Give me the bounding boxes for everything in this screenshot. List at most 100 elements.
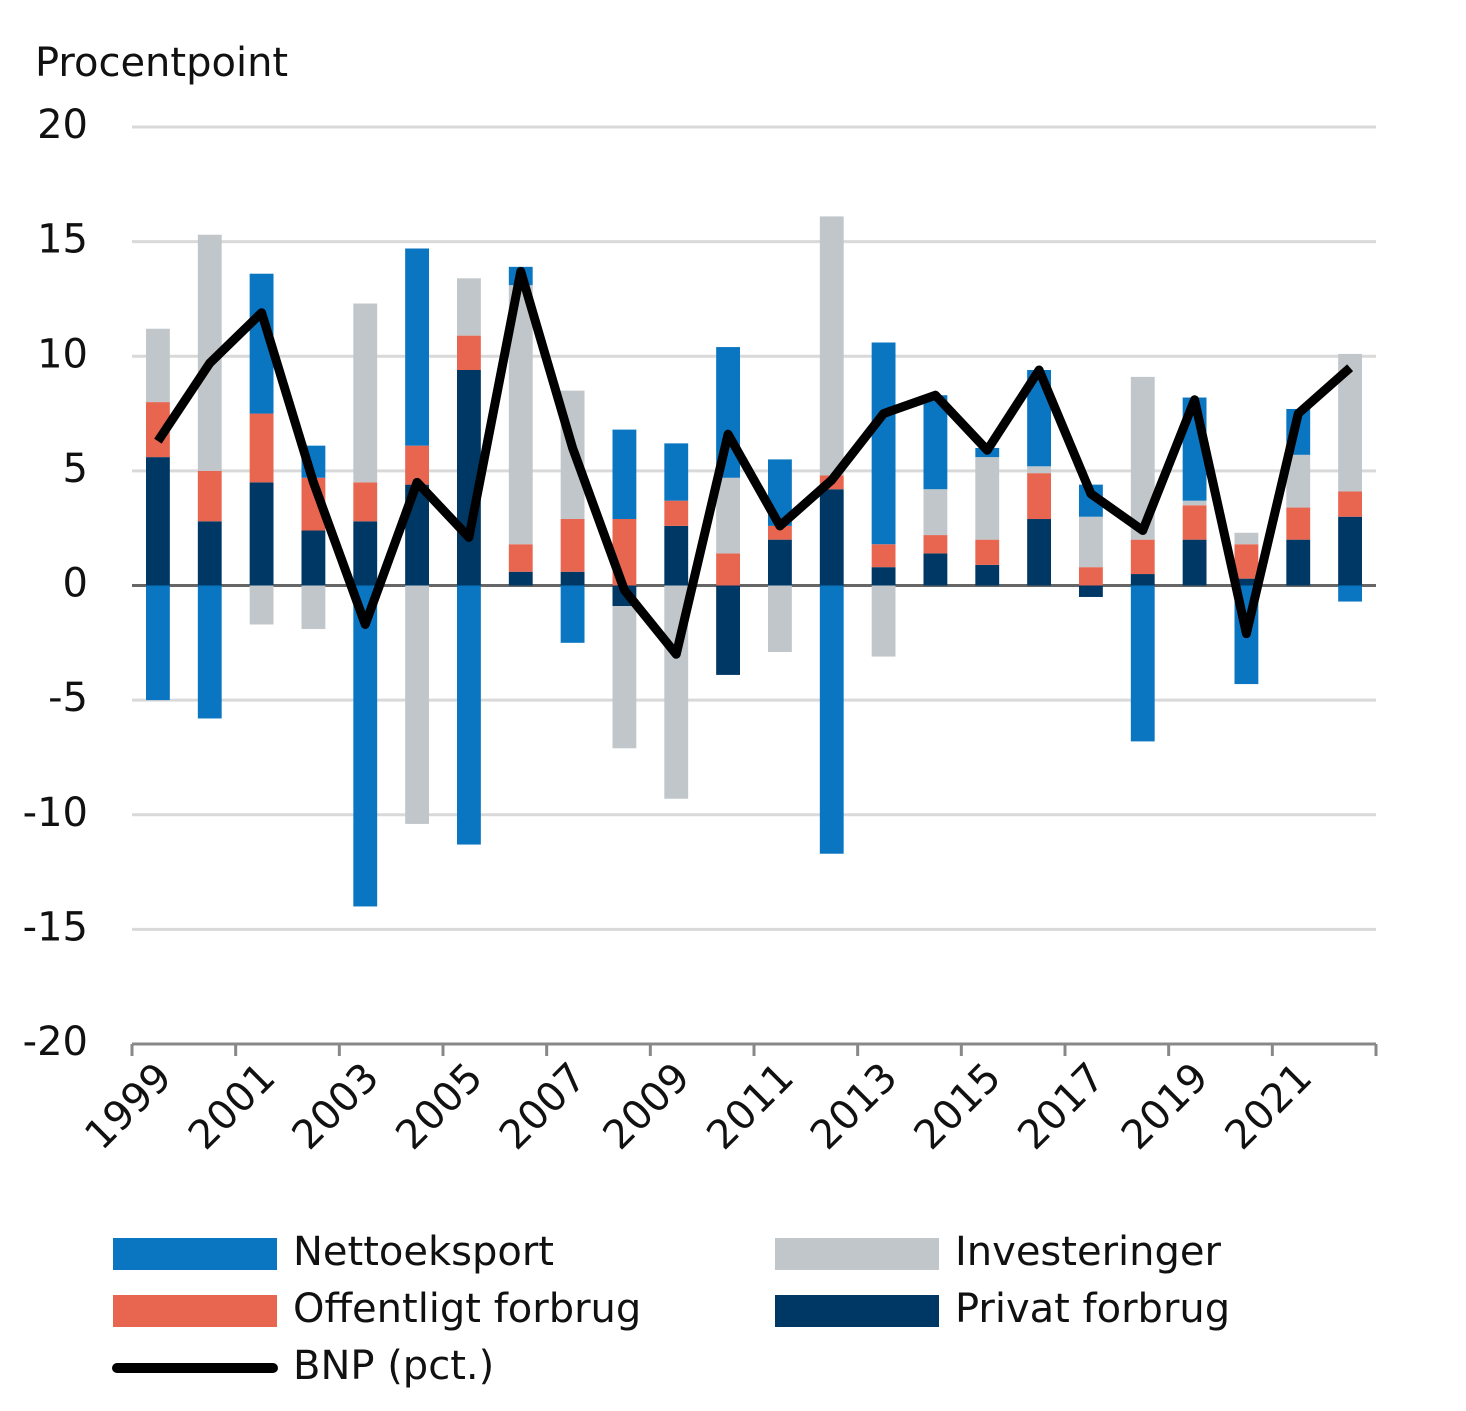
bar-segment <box>197 585 222 719</box>
y-tick-label: 5 <box>63 446 88 492</box>
bar-segment <box>1234 544 1259 579</box>
legend-swatch <box>775 1238 939 1270</box>
bar-segment <box>560 585 585 643</box>
bar-segment <box>716 553 741 586</box>
bar-segment <box>249 413 274 483</box>
bar-segment <box>405 585 430 824</box>
bar-segment <box>1234 578 1259 586</box>
bar-segment <box>871 544 896 568</box>
legend-swatch <box>113 1238 277 1270</box>
x-tick-label: 2001 <box>180 1054 285 1159</box>
bar-segment <box>1182 500 1207 506</box>
bar-segment <box>353 585 378 907</box>
x-tick-label: 2009 <box>595 1054 700 1159</box>
bar-segment <box>767 525 792 540</box>
bar-segment <box>767 585 792 652</box>
x-tick-label: 2005 <box>387 1054 492 1159</box>
bar-segment <box>767 539 792 586</box>
x-tick-label: 2011 <box>698 1054 803 1159</box>
bar-segment <box>145 402 170 458</box>
bar-segment <box>1078 516 1103 568</box>
bar-segment <box>612 606 637 749</box>
bar-segment <box>923 553 948 586</box>
bar-segment <box>508 285 533 545</box>
bar-segment <box>975 539 1000 565</box>
bar-segment <box>353 482 378 522</box>
bar-segment <box>145 328 170 403</box>
legend-label: Investeringer <box>955 1229 1221 1275</box>
bar-segment <box>819 489 844 586</box>
bar-segment <box>508 571 533 586</box>
y-tick-label: -5 <box>48 675 88 721</box>
x-tick-label: 2015 <box>906 1054 1011 1159</box>
bar-segment <box>819 216 844 476</box>
x-tick-label: 2019 <box>1113 1054 1218 1159</box>
x-tick-label: 2017 <box>1009 1054 1114 1159</box>
bar-segment <box>301 585 326 630</box>
bar-segment <box>249 585 274 625</box>
bar-segment <box>664 443 689 501</box>
bar-segment <box>353 303 378 483</box>
bar-segment <box>405 248 430 446</box>
bar-segment <box>923 535 948 554</box>
bar-segment <box>1130 585 1155 742</box>
y-tick-label: -20 <box>23 1019 88 1065</box>
bar-segment <box>197 234 222 471</box>
bar-segment <box>1078 567 1103 586</box>
bar-segment <box>249 273 274 414</box>
bar-segment <box>1078 585 1103 597</box>
y-tick-label: 15 <box>37 217 88 263</box>
bar-segment <box>1130 574 1155 586</box>
bar-segment <box>456 335 481 371</box>
bar-segment <box>871 342 896 545</box>
legend-label: BNP (pct.) <box>293 1343 494 1389</box>
bar-segment <box>560 571 585 586</box>
x-tick-label: 2013 <box>802 1054 907 1159</box>
bar-segment <box>1286 539 1311 586</box>
bar-segment <box>975 564 1000 586</box>
bar-segment <box>249 482 274 586</box>
bar-segment <box>1286 507 1311 540</box>
bar-segment <box>716 585 741 675</box>
y-tick-label: 20 <box>37 102 88 148</box>
bar-segment <box>197 470 222 522</box>
legend-label: Offentligt forbrug <box>293 1286 641 1332</box>
bar-segment <box>871 567 896 586</box>
x-tick-label: 2003 <box>284 1054 389 1159</box>
y-tick-label: -15 <box>23 904 88 950</box>
bar-segment <box>1338 491 1363 517</box>
bar-segment <box>975 457 1000 540</box>
legend-label: Privat forbrug <box>955 1286 1230 1332</box>
y-axis-label: Procentpoint <box>35 40 288 86</box>
bar-segment <box>1338 585 1363 602</box>
bar-segment <box>1027 473 1052 520</box>
y-tick-label: 10 <box>37 331 88 377</box>
bar-segment <box>923 489 948 536</box>
bar-segment <box>353 521 378 586</box>
bar-segment <box>1130 539 1155 575</box>
line <box>154 266 1354 659</box>
bar-segment <box>145 585 170 701</box>
bar-segment <box>1027 519 1052 586</box>
bar-segment <box>405 445 430 485</box>
bar-segment <box>1182 539 1207 586</box>
bar-segment <box>612 429 637 520</box>
legend-label: Nettoeksport <box>293 1229 554 1275</box>
y-tick-label: 0 <box>63 561 88 607</box>
bar-segment <box>1234 532 1259 545</box>
bar-segment <box>145 457 170 586</box>
bar-segment <box>508 544 533 572</box>
bar-segment <box>871 585 896 657</box>
bar-segment <box>1286 454 1311 508</box>
bar-segment <box>664 500 689 526</box>
legend-swatch <box>775 1295 939 1327</box>
bar-segment <box>1338 516 1363 586</box>
legend-swatch <box>113 1295 277 1327</box>
bar-segment <box>456 278 481 336</box>
x-tick-label: 2007 <box>491 1054 596 1159</box>
x-tick-label: 2021 <box>1217 1054 1322 1159</box>
bar-segment <box>1338 353 1363 492</box>
bar-segment <box>1027 466 1052 474</box>
y-tick-label: -10 <box>23 790 88 836</box>
